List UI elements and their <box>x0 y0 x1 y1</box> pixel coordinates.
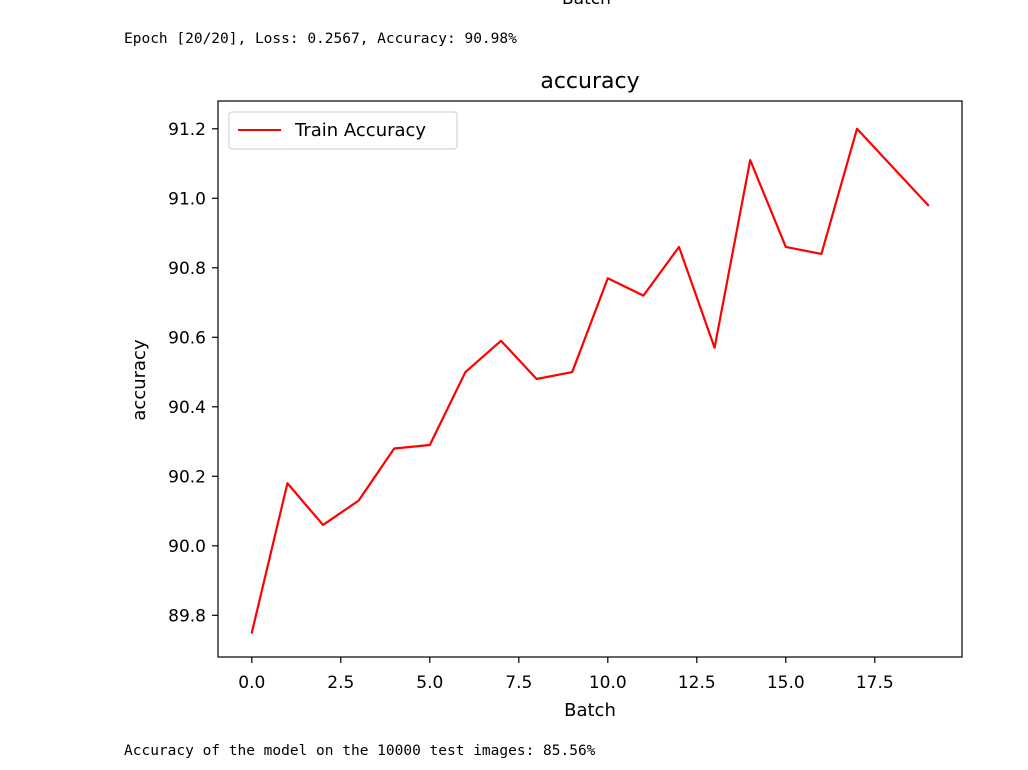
previous-chart-xlabel-cutoff: Batch <box>562 0 611 9</box>
y-axis-label: accuracy <box>129 339 150 421</box>
y-tick-label: 90.2 <box>168 467 206 487</box>
y-tick-label: 89.8 <box>168 606 206 626</box>
epoch-log-line: Epoch [20/20], Loss: 0.2567, Accuracy: 9… <box>124 31 517 47</box>
y-tick-label: 91.0 <box>168 189 206 209</box>
x-tick-label: 17.5 <box>856 673 894 693</box>
accuracy-chart: accuracy 89.8 90.0 90.2 90.4 90.6 90.8 91.0 91.… <box>129 69 963 721</box>
series-line-train-accuracy <box>250 127 930 634</box>
x-axis: 0.0 2.5 5.0 7.5 10.0 12.5 15.0 17.5 <box>238 657 894 693</box>
y-tick-label: 90.4 <box>168 398 206 418</box>
series-group <box>250 127 930 634</box>
x-tick-label: 0.0 <box>238 673 265 693</box>
x-tick-label: 10.0 <box>589 673 627 693</box>
x-tick-label: 12.5 <box>678 673 716 693</box>
y-axis: 89.8 90.0 90.2 90.4 90.6 90.8 91.0 91.2 <box>168 120 218 626</box>
legend-box <box>228 111 458 150</box>
x-tick-label: 2.5 <box>327 673 354 693</box>
y-tick-label: 90.6 <box>168 328 206 348</box>
chart-title: accuracy <box>540 69 639 94</box>
y-tick-label: 90.0 <box>168 537 206 557</box>
y-tick-label: 91.2 <box>168 120 206 140</box>
y-tick-label: 90.8 <box>168 259 206 279</box>
x-tick-label: 5.0 <box>416 673 443 693</box>
x-tick-label: 7.5 <box>505 673 532 693</box>
plot-area <box>217 100 963 658</box>
x-axis-label: Batch <box>564 700 616 721</box>
test-accuracy-log-line: Accuracy of the model on the 10000 test … <box>124 743 596 759</box>
x-tick-label: 15.0 <box>767 673 805 693</box>
legend-label-train-accuracy: Train Accuracy <box>294 120 426 141</box>
legend: Train Accuracy <box>228 111 458 150</box>
